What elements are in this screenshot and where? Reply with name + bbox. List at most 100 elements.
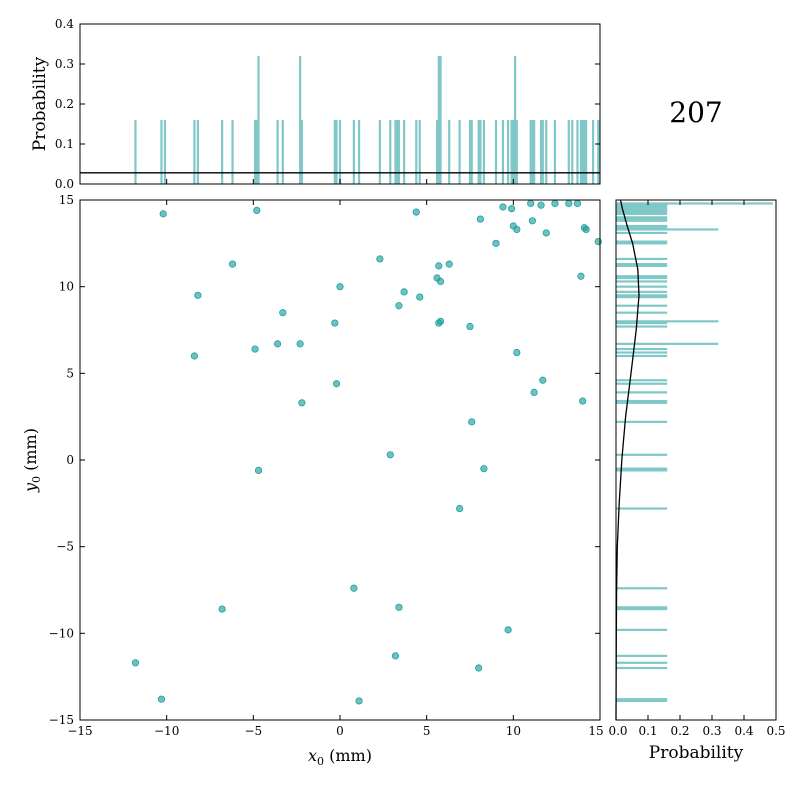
- scatter-point: [350, 584, 358, 592]
- top-histogram-bar: [134, 120, 137, 184]
- scatter-point: [573, 199, 582, 208]
- scatter-point: [579, 397, 587, 405]
- right-histogram-bars: [616, 202, 773, 703]
- top-histogram-bar: [231, 120, 234, 184]
- right-histogram-bar: [616, 321, 668, 325]
- scatter-point: [480, 465, 488, 473]
- scatter-point: [530, 388, 538, 396]
- right-histogram-bar: [616, 211, 668, 214]
- top-histogram-bar: [576, 120, 579, 184]
- right-histogram-bar: [616, 661, 668, 664]
- right-histogram-bar: [616, 294, 668, 297]
- top-histogram-bar: [591, 120, 595, 184]
- scatter-point: [218, 605, 226, 613]
- right-histogram-bar: [616, 217, 668, 221]
- scatter-point: [582, 225, 590, 234]
- right-histogram-bar: [616, 342, 719, 345]
- scatter-point: [468, 418, 476, 426]
- scatter-y-tick-label: 10: [59, 280, 74, 294]
- top-histogram-bar: [299, 56, 302, 184]
- right-histogram-bar: [616, 354, 668, 358]
- scatter-x-tick-label: 5: [423, 724, 431, 738]
- scatter-point: [528, 217, 537, 225]
- right-histogram-bar: [616, 304, 668, 307]
- right-histogram-bar: [616, 276, 668, 280]
- top-histogram-bar: [515, 120, 518, 184]
- scatter-point: [131, 659, 140, 667]
- scatter-panel: −15 −10 −5 0 5 10 15 −15 −10 −5 0 5 10 15 x0 (mm) y0…: [21, 193, 604, 768]
- top-histogram-bar: [494, 120, 498, 184]
- right-histogram-bar: [616, 666, 668, 670]
- top-histogram-bar: [196, 120, 199, 184]
- right-histogram-bar: [616, 280, 668, 283]
- right-histogram-bar: [616, 263, 668, 266]
- scatter-point: [386, 451, 394, 459]
- top-histogram-bars: [134, 56, 600, 184]
- right-histogram-bar: [616, 391, 668, 394]
- right-histogram-bar: [616, 209, 668, 212]
- top-histogram-bar: [276, 120, 279, 184]
- right-histogram-frame: [615, 199, 777, 721]
- right-histogram-bar: [616, 242, 668, 245]
- right-histogram-bar: [616, 507, 668, 510]
- right-histogram-bar: [616, 207, 668, 210]
- scatter-point: [475, 664, 483, 672]
- top-histogram-bar: [529, 120, 532, 184]
- top-histogram-bar: [253, 120, 257, 184]
- right-histogram-bar: [616, 607, 668, 611]
- scatter-point: [296, 340, 304, 348]
- scatter-point: [504, 626, 512, 634]
- right-histogram-bar: [616, 240, 668, 243]
- scatter-point: [412, 208, 420, 216]
- right-histogram-bar: [616, 654, 668, 657]
- scatter-point: [455, 504, 464, 513]
- top-histogram-bar: [533, 120, 536, 184]
- right-histogram-bar: [616, 224, 668, 228]
- right-histogram-bar: [616, 228, 719, 231]
- right-histogram-bar: [616, 275, 668, 278]
- top-histogram-y-tick-label: 0.3: [55, 57, 74, 71]
- top-histogram-bar: [338, 120, 342, 184]
- top-histogram-bar: [510, 120, 513, 184]
- right-histogram-bar: [616, 325, 668, 328]
- top-histogram-bar: [415, 120, 418, 184]
- right-histogram-x-tick-label: 0.3: [702, 724, 721, 738]
- scatter-point: [513, 348, 521, 357]
- scatter-point: [273, 340, 282, 348]
- scatter-point: [391, 652, 400, 660]
- top-histogram-bar: [583, 120, 586, 184]
- scatter-point: [537, 201, 545, 209]
- scatter-point: [507, 205, 516, 213]
- top-histogram-bar: [477, 120, 480, 184]
- top-histogram-bar: [300, 120, 303, 184]
- right-histogram-bar: [616, 347, 668, 351]
- top-histogram-bar: [281, 120, 284, 184]
- right-histogram-bar: [616, 399, 668, 403]
- scatter-point: [416, 293, 424, 301]
- scatter-point: [513, 225, 521, 234]
- right-histogram-bar: [616, 320, 719, 323]
- scatter-point: [228, 260, 237, 268]
- top-histogram-bar: [333, 120, 336, 184]
- scatter-point: [492, 239, 500, 247]
- scatter-point: [565, 199, 573, 208]
- right-histogram-bar: [616, 285, 668, 288]
- right-histogram-x-tick-label: 0.5: [766, 724, 785, 738]
- figure-label: 207: [669, 96, 722, 129]
- right-histogram-bar: [616, 202, 773, 205]
- scatter-point: [332, 380, 341, 388]
- scatter-point: [331, 319, 339, 327]
- right-histogram-bar: [616, 205, 668, 209]
- scatter-point: [400, 288, 408, 296]
- top-histogram-y-tick-label: 0.1: [55, 137, 74, 151]
- top-histogram-bar: [221, 120, 224, 184]
- right-histogram-bar: [616, 606, 668, 609]
- top-histogram-bar: [163, 120, 167, 184]
- top-histogram-bar: [531, 120, 534, 184]
- scatter-point: [542, 229, 550, 237]
- right-histogram-bar: [616, 204, 668, 207]
- right-histogram-bar: [616, 698, 668, 701]
- top-histogram-bar: [482, 120, 485, 184]
- right-histogram-bar: [616, 226, 668, 229]
